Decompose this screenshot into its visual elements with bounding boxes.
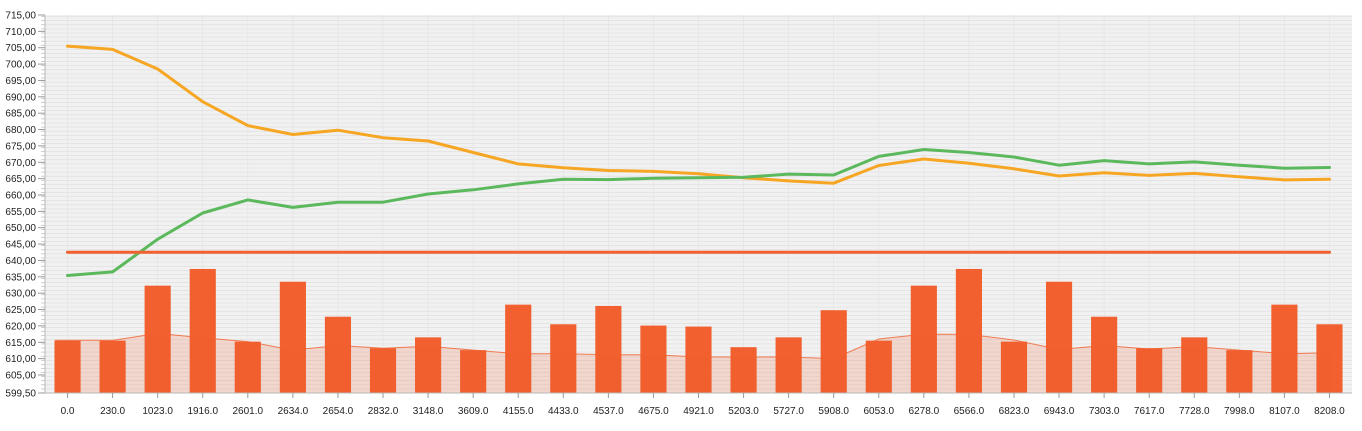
x-tick-label: 4155.0 — [503, 406, 534, 417]
y-tick-label: 670,00 — [5, 158, 36, 169]
line-series-1 — [66, 44, 1331, 185]
bar — [1000, 341, 1028, 393]
line-series — [66, 44, 1331, 277]
bars — [54, 268, 1343, 393]
y-tick-label: 645,00 — [5, 240, 36, 251]
bar — [685, 326, 712, 393]
bar — [1091, 316, 1118, 393]
bar — [54, 340, 81, 393]
area-fill — [55, 333, 1332, 393]
bar — [1271, 304, 1298, 393]
x-tick-label: 4537.0 — [593, 406, 624, 417]
y-tick-label: 599,50 — [5, 389, 36, 400]
y-tick-label: 680,00 — [5, 125, 36, 136]
bar — [279, 281, 306, 393]
x-tick-label: 5203.0 — [728, 406, 759, 417]
x-tick-label: 8208.0 — [1314, 406, 1345, 417]
bar — [820, 310, 847, 393]
x-tick-label: 4433.0 — [548, 406, 579, 417]
area-series — [54, 332, 1333, 393]
x-tick-label: 7303.0 — [1089, 406, 1120, 417]
bar — [595, 305, 622, 393]
bar — [144, 285, 171, 393]
x-tick-label: 2832.0 — [368, 406, 399, 417]
y-tick-label: 620,00 — [5, 321, 36, 332]
x-tick-label: 5727.0 — [773, 406, 804, 417]
y-tick-label: 705,00 — [5, 43, 36, 54]
bar — [1045, 281, 1073, 393]
y-tick-label: 605,00 — [5, 371, 36, 382]
x-axis: 0.0 230.0 1023.0 1916.0 2601.0 2634.0 2654.0 28… — [45, 392, 1352, 417]
x-tick-label: 6053.0 — [863, 406, 894, 417]
y-tick-label: 640,00 — [5, 256, 36, 267]
x-tick-label: 1023.0 — [142, 406, 173, 417]
y-tick-label: 660,00 — [5, 191, 36, 202]
bar — [1136, 348, 1163, 393]
x-tick-label: 6566.0 — [954, 406, 985, 417]
bar — [99, 340, 126, 393]
y-tick-label: 610,00 — [5, 354, 36, 365]
x-tick-label: 3609.0 — [458, 406, 489, 417]
bar — [324, 316, 352, 393]
x-tick-label: 0.0 — [61, 406, 75, 417]
bar — [550, 324, 577, 393]
y-tick-label: 625,00 — [5, 305, 36, 316]
x-tick-label: 4921.0 — [683, 406, 714, 417]
x-tick-label: 6278.0 — [909, 406, 940, 417]
y-tick-label: 615,00 — [5, 338, 36, 349]
x-tick-label: 8107.0 — [1269, 406, 1300, 417]
y-tick-label: 715,00 — [5, 11, 36, 22]
bar — [234, 341, 261, 393]
line-series-2 — [66, 148, 1331, 277]
bar — [640, 325, 667, 393]
y-tick-label: 665,00 — [5, 174, 36, 185]
y-tick-label: 690,00 — [5, 92, 36, 103]
x-tick-label: 2601.0 — [233, 406, 264, 417]
y-tick-label: 655,00 — [5, 207, 36, 218]
bar — [505, 304, 532, 393]
x-tick-label: 1916.0 — [187, 406, 218, 417]
x-tick-label: 230.0 — [100, 406, 125, 417]
y-tick-label: 675,00 — [5, 141, 36, 152]
y-tick-label: 630,00 — [5, 289, 36, 300]
y-tick-label: 695,00 — [5, 76, 36, 87]
y-tick-label: 700,00 — [5, 60, 36, 71]
bar — [865, 340, 892, 393]
x-tick-label: 6943.0 — [1044, 406, 1075, 417]
bar — [369, 348, 397, 393]
bar — [910, 285, 937, 393]
x-tick-label: 7617.0 — [1134, 406, 1165, 417]
bar — [1226, 350, 1253, 393]
x-tick-label: 2654.0 — [323, 406, 354, 417]
x-tick-label: 6823.0 — [999, 406, 1030, 417]
x-tick-label: 7998.0 — [1224, 406, 1255, 417]
bar — [460, 350, 487, 393]
y-tick-label: 650,00 — [5, 223, 36, 234]
x-tick-label: 2634.0 — [278, 406, 309, 417]
x-tick-label: 5908.0 — [818, 406, 849, 417]
x-tick-label: 3148.0 — [413, 406, 444, 417]
bar — [730, 347, 757, 393]
area-line — [54, 332, 1333, 360]
x-tick-label: 4675.0 — [638, 406, 669, 417]
bar — [189, 268, 216, 393]
y-axis: 599,50 605,00 610,00 615,00 620,00 625,00 630,… — [5, 11, 46, 400]
x-tick-label: 7728.0 — [1179, 406, 1210, 417]
bar — [955, 268, 982, 393]
y-tick-label: 710,00 — [5, 27, 36, 38]
y-tick-label: 635,00 — [5, 272, 36, 283]
y-tick-label: 685,00 — [5, 109, 36, 120]
bar — [1316, 324, 1343, 393]
bar — [775, 337, 802, 393]
